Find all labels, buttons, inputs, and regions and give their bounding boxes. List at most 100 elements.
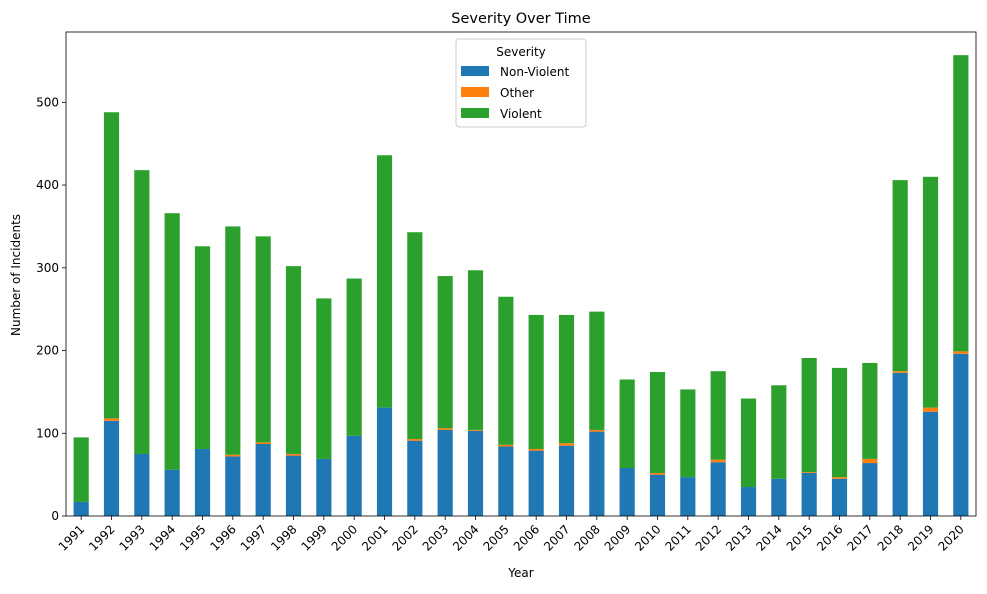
- bar-non-violent-2002: [407, 440, 423, 516]
- legend-swatch-violent: [461, 108, 489, 118]
- chart-title: Severity Over Time: [451, 11, 591, 27]
- bar-non-violent-1996: [225, 456, 241, 516]
- bar-violent-2012: [710, 371, 726, 460]
- bar-violent-1997: [255, 236, 271, 443]
- bar-other-2008: [589, 429, 605, 432]
- x-tick-label-1998: 1998: [268, 522, 299, 553]
- bar-violent-2001: [376, 155, 393, 408]
- x-tick-label-2016: 2016: [814, 522, 845, 553]
- y-tick-label-200: 200: [36, 344, 59, 358]
- bar-non-violent-2016: [831, 478, 848, 516]
- x-tick-label-2015: 2015: [784, 522, 815, 553]
- bar-violent-1998: [285, 266, 302, 454]
- bar-violent-2014: [771, 385, 787, 479]
- y-axis-label: Number of Incidents: [9, 214, 23, 336]
- y-tick-label-400: 400: [36, 178, 59, 192]
- legend-swatch-other: [461, 87, 489, 97]
- legend-box: [455, 38, 587, 128]
- bar-violent-1991: [73, 437, 89, 502]
- bar-violent-2000: [346, 278, 362, 436]
- bar-other-2007: [558, 443, 575, 446]
- bar-violent-1992: [103, 112, 120, 419]
- bar-other-2016: [831, 477, 848, 479]
- x-tick-label-2017: 2017: [844, 522, 875, 553]
- x-tick-label-2003: 2003: [420, 522, 451, 553]
- legend-label-violent: Violent: [500, 107, 542, 121]
- x-tick-label-2019: 2019: [905, 522, 936, 553]
- bar-other-1998: [285, 453, 302, 456]
- bar-other-1996: [225, 454, 241, 457]
- x-tick-label-2001: 2001: [359, 522, 390, 553]
- x-tick-label-2007: 2007: [541, 522, 572, 553]
- bar-violent-2010: [649, 372, 666, 473]
- bar-violent-2008: [589, 311, 605, 430]
- x-tick-label-2006: 2006: [511, 522, 542, 553]
- bar-other-2018: [892, 371, 908, 373]
- bar-non-violent-2014: [771, 478, 787, 516]
- bar-violent-2018: [892, 180, 908, 372]
- bar-violent-2004: [467, 270, 484, 430]
- legend-label-other: Other: [500, 86, 534, 100]
- bar-other-2017: [862, 458, 878, 464]
- bar-non-violent-2006: [528, 450, 544, 516]
- bar-other-2005: [498, 444, 514, 447]
- bar-other-2006: [528, 448, 544, 451]
- bar-non-violent-2007: [558, 445, 575, 516]
- bar-violent-2016: [831, 367, 848, 478]
- x-tick-label-2013: 2013: [723, 522, 754, 553]
- bar-non-violent-2008: [589, 431, 605, 516]
- bar-non-violent-2011: [680, 477, 696, 516]
- x-tick-label-1995: 1995: [177, 522, 208, 553]
- bar-other-2020: [953, 351, 969, 354]
- x-tick-label-2018: 2018: [875, 522, 906, 553]
- x-tick-label-1996: 1996: [207, 522, 238, 553]
- bar-violent-2019: [922, 176, 939, 408]
- y-tick-label-300: 300: [36, 261, 59, 275]
- bar-non-violent-2001: [376, 407, 393, 516]
- bar-violent-2009: [619, 379, 635, 469]
- bar-violent-2011: [680, 389, 696, 478]
- x-tick-label-1999: 1999: [298, 522, 329, 553]
- legend: Severity Non-Violent Other Violent: [455, 38, 587, 128]
- bar-non-violent-1991: [73, 501, 89, 516]
- bar-other-2019: [922, 407, 939, 412]
- bar-other-1992: [103, 418, 120, 421]
- bar-violent-2003: [437, 276, 453, 429]
- x-tick-label-2005: 2005: [480, 522, 511, 553]
- bar-non-violent-2020: [953, 353, 969, 516]
- x-tick-label-2000: 2000: [329, 522, 360, 553]
- bar-non-violent-2017: [862, 463, 878, 516]
- bar-non-violent-2015: [801, 472, 817, 516]
- bar-non-violent-2019: [922, 411, 939, 516]
- bar-non-violent-2004: [467, 430, 484, 516]
- bar-non-violent-2000: [346, 435, 362, 516]
- x-tick-label-2014: 2014: [753, 522, 784, 553]
- bar-violent-2013: [740, 398, 757, 488]
- bar-other-1997: [255, 442, 271, 445]
- bar-non-violent-2013: [740, 487, 757, 516]
- legend-swatch-non-violent: [461, 66, 489, 76]
- bar-non-violent-2010: [649, 474, 666, 516]
- bar-violent-2017: [862, 362, 878, 459]
- bar-violent-2005: [498, 296, 514, 445]
- bar-violent-2015: [801, 357, 817, 473]
- x-tick-label-1993: 1993: [116, 522, 147, 553]
- x-tick-label-2012: 2012: [693, 522, 724, 553]
- bar-violent-2006: [528, 314, 544, 449]
- bar-violent-2020: [953, 55, 969, 352]
- legend-title: Severity: [496, 45, 546, 59]
- bar-non-violent-2009: [619, 468, 635, 516]
- x-tick-label-1991: 1991: [56, 522, 87, 553]
- bar-non-violent-2005: [498, 446, 514, 516]
- bar-violent-1996: [225, 226, 241, 455]
- bar-other-2003: [437, 428, 453, 430]
- x-axis-label: Year: [507, 566, 533, 580]
- bar-non-violent-1995: [194, 448, 211, 516]
- x-tick-label-2020: 2020: [935, 522, 966, 553]
- bar-non-violent-1992: [103, 420, 120, 516]
- bar-non-violent-2003: [437, 429, 453, 516]
- bar-other-2004: [467, 429, 484, 431]
- x-tick-label-2010: 2010: [632, 522, 663, 553]
- bar-other-2015: [801, 472, 817, 473]
